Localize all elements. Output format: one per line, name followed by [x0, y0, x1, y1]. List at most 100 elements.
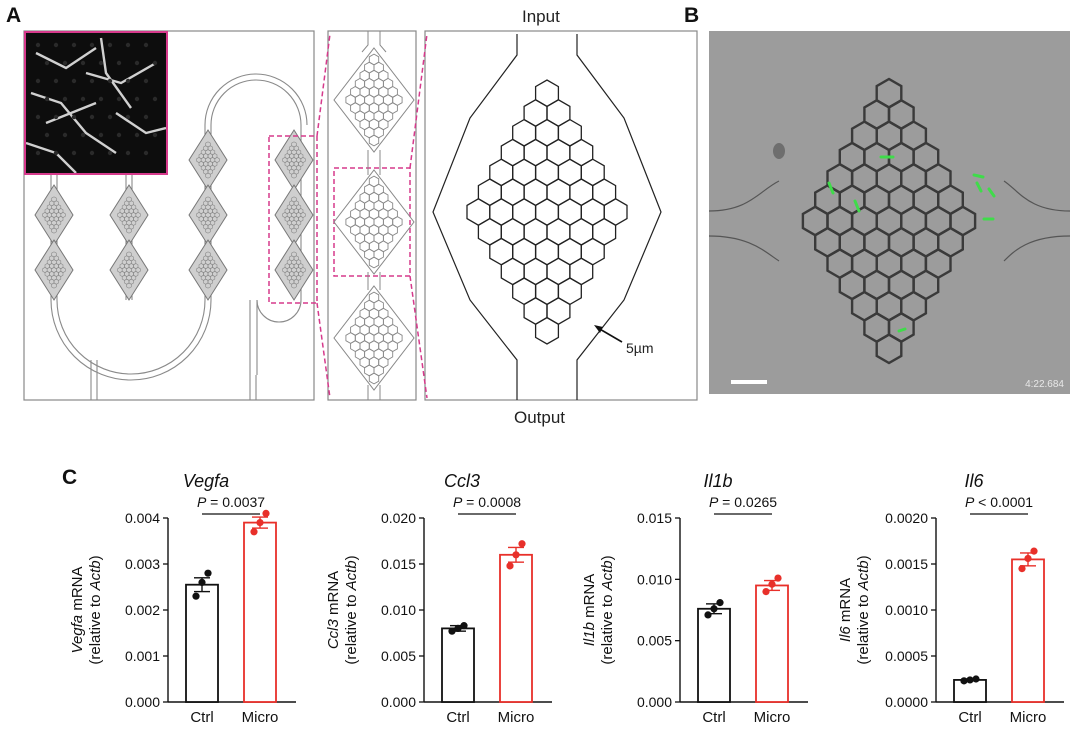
timestamp: 4:22.684	[1025, 379, 1064, 390]
y-axis-label: Ccl3 mRNA	[325, 571, 342, 649]
y-tick-label: 0.010	[637, 571, 672, 587]
column-chambers	[333, 31, 415, 400]
cell-culture-micrograph	[24, 31, 168, 175]
data-point	[966, 676, 974, 684]
y-tick-label: 0.005	[381, 648, 416, 664]
zoom-lines	[316, 33, 428, 399]
scale-label: 5µm	[626, 340, 654, 356]
p-value-label: P = 0.0265	[709, 494, 777, 510]
chart-ccl3: Ccl3 Ccl3 mRNA (relative to Actb) 0.000 0.00…	[325, 471, 552, 726]
chart-title: Il1b	[703, 471, 732, 491]
bar-micro	[755, 584, 789, 703]
data-point	[716, 599, 724, 607]
fluorescent-cell	[975, 181, 983, 193]
fluorescent-cell	[827, 181, 835, 195]
chart-title: Il6	[964, 471, 984, 491]
bar-ctrl	[185, 583, 219, 703]
column-chamber	[333, 47, 415, 153]
selection-box-1	[268, 135, 318, 304]
data-point	[774, 574, 782, 582]
selection-box-2	[333, 167, 411, 277]
y-axis-label-line2: (relative to Actb)	[87, 555, 104, 664]
y-tick-label: 0.000	[125, 694, 160, 710]
y-tick-label: 0.015	[381, 556, 416, 572]
chart-title: Vegfa	[183, 471, 229, 491]
panel-label-a: A	[6, 4, 22, 27]
detail-chamber	[432, 34, 662, 400]
mini-chamber	[188, 129, 228, 191]
bar-ctrl	[697, 607, 731, 703]
column-chamber	[333, 285, 415, 391]
mini-chamber	[274, 184, 314, 246]
mini-chamber	[188, 184, 228, 246]
data-point	[192, 592, 200, 600]
x-tick-label: Micro	[754, 709, 791, 726]
mini-chamber	[188, 239, 228, 301]
x-tick-label: Ctrl	[702, 709, 725, 726]
data-point	[1024, 554, 1032, 563]
data-point	[972, 675, 980, 683]
mini-chamber	[34, 184, 74, 246]
data-point	[704, 611, 712, 619]
chamber-column-frame	[327, 30, 417, 401]
chart-title: Ccl3	[444, 471, 480, 491]
y-tick-label: 0.000	[637, 694, 672, 710]
p-value-label: P = 0.0037	[197, 494, 265, 510]
y-axis-label-line2: (relative to Actb)	[599, 555, 616, 664]
data-point	[1030, 547, 1038, 555]
data-point	[762, 588, 770, 596]
microfluidic-schematic	[23, 30, 698, 401]
data-point	[262, 509, 270, 517]
data-point	[960, 677, 968, 685]
chart-il6: Il6 Il6 mRNA (relative to Actb) 0.0000 0.000…	[837, 471, 1064, 726]
fluorescent-cell	[897, 327, 907, 333]
y-tick-label: 0.020	[381, 510, 416, 526]
x-tick-label: Ctrl	[446, 709, 469, 726]
mini-chamber	[109, 239, 149, 301]
data-point	[1018, 565, 1026, 573]
y-axis-label: Il6 mRNA	[837, 578, 854, 642]
data-point	[768, 580, 776, 588]
mini-chamber	[274, 129, 314, 191]
data-point	[204, 569, 212, 577]
x-tick-label: Ctrl	[958, 709, 981, 726]
x-tick-label: Micro	[242, 709, 279, 726]
output-label: Output	[514, 408, 566, 427]
bar-micro	[1011, 558, 1045, 703]
bar-ctrl	[441, 627, 475, 703]
data-point	[460, 622, 468, 630]
overview-chambers	[34, 129, 314, 301]
y-tick-label: 0.015	[637, 510, 672, 526]
chamber-detail-frame	[424, 30, 698, 401]
y-tick-label: 0.005	[637, 633, 672, 649]
x-tick-label: Micro	[498, 709, 535, 726]
data-point	[710, 605, 718, 613]
column-chamber	[333, 169, 415, 275]
wall-arrow	[594, 325, 623, 343]
y-tick-label: 0.0010	[885, 602, 928, 618]
x-tick-label: Ctrl	[190, 709, 213, 726]
data-point	[512, 551, 520, 559]
mini-chamber	[274, 239, 314, 301]
scale-bar	[731, 380, 767, 384]
x-tick-label: Micro	[1010, 709, 1047, 726]
mini-chamber	[34, 239, 74, 301]
y-tick-label: 0.010	[381, 602, 416, 618]
y-tick-label: 0.000	[381, 694, 416, 710]
chart-vegfa: Vegfa Vegfa mRNA (relative to Actb) 0.000 0.…	[69, 471, 296, 726]
bar-micro	[243, 521, 277, 703]
live-imaging-panel: 4:22.684	[709, 31, 1070, 394]
data-point	[454, 624, 462, 632]
fluorescent-cell	[987, 187, 996, 198]
y-tick-label: 0.001	[125, 648, 160, 664]
y-tick-label: 0.004	[125, 510, 160, 526]
y-tick-label: 0.002	[125, 602, 160, 618]
y-tick-label: 0.0000	[885, 694, 928, 710]
data-point	[448, 627, 456, 635]
y-axis-label-line2: (relative to Actb)	[855, 555, 872, 664]
y-axis-label: Il1b mRNA	[581, 574, 598, 647]
y-tick-label: 0.003	[125, 556, 160, 572]
y-axis-label: Vegfa mRNA	[69, 567, 86, 654]
p-value-label: P = 0.0008	[453, 494, 521, 510]
input-label: Input	[522, 7, 560, 26]
